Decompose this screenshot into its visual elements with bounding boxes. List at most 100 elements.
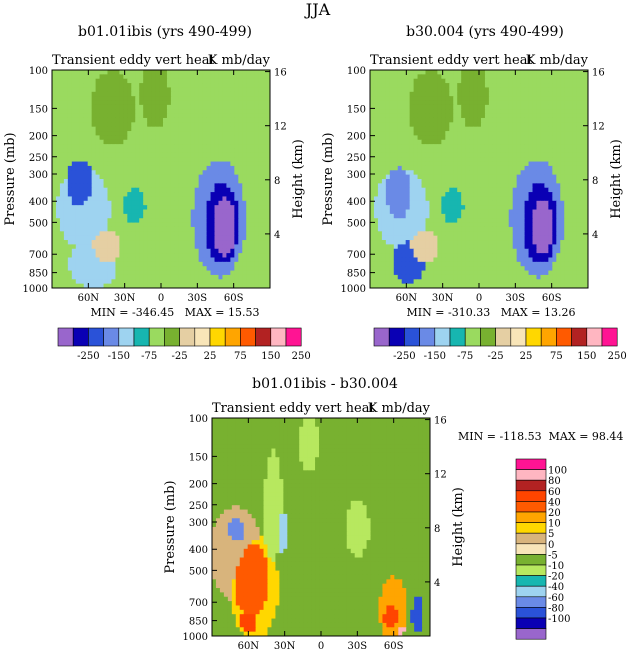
field-cell — [162, 139, 168, 145]
field-cell — [83, 270, 89, 276]
field-cell — [528, 96, 534, 102]
field-cell — [99, 213, 105, 219]
field-cell — [143, 100, 148, 106]
field-cell — [99, 200, 105, 206]
field-cell — [234, 148, 239, 154]
field-cell — [127, 240, 132, 245]
field-cell — [246, 91, 251, 97]
field-cell — [111, 244, 116, 250]
field-cell — [413, 148, 419, 154]
field-cell — [162, 104, 168, 110]
field-cell — [127, 283, 132, 289]
field-cell — [103, 113, 108, 119]
field-cell — [453, 117, 458, 123]
field-cell — [198, 126, 204, 132]
field-cell — [59, 218, 65, 224]
field-cell — [238, 261, 243, 267]
colorbar-swatch — [285, 327, 302, 347]
field-cell — [258, 187, 263, 193]
field-cell — [246, 83, 251, 88]
field-cell — [536, 187, 541, 193]
field-cell — [135, 244, 140, 250]
field-cell — [512, 139, 518, 145]
field-cell — [397, 91, 403, 97]
field-cell — [484, 187, 490, 193]
field-cell — [214, 148, 219, 154]
field-cell — [496, 183, 502, 189]
field-cell — [520, 117, 526, 123]
field-cell — [218, 279, 223, 285]
field-cell — [496, 200, 502, 206]
field-cell — [385, 91, 391, 97]
field-cell — [135, 100, 140, 106]
field-cell — [147, 83, 152, 88]
field-cell — [178, 231, 184, 237]
field-cell — [469, 96, 474, 102]
field-cell — [488, 70, 494, 75]
field-cell — [413, 200, 419, 206]
field-cell — [457, 122, 462, 128]
field-cell — [246, 135, 251, 141]
field-cell — [83, 240, 89, 245]
field-cell — [190, 126, 196, 132]
field-cell — [413, 96, 419, 102]
field-cell — [540, 157, 545, 163]
y2-tick-label: 16 — [274, 68, 287, 79]
field-cell — [469, 222, 474, 228]
field-cell — [500, 96, 506, 102]
field-cell — [568, 100, 573, 106]
field-cell — [127, 144, 132, 149]
field-cell — [370, 174, 375, 180]
field-cell — [516, 152, 522, 158]
field-cell — [389, 74, 395, 80]
field-cell — [55, 235, 61, 241]
field-cell — [425, 165, 430, 171]
field-cell — [139, 279, 144, 285]
field-cell — [107, 218, 112, 224]
field-cell — [111, 109, 116, 115]
field-cell — [413, 152, 419, 158]
field-cell — [504, 104, 510, 110]
field-cell — [143, 74, 148, 80]
field-cell — [254, 152, 259, 158]
field-cell — [445, 218, 450, 224]
field-cell — [258, 144, 263, 149]
field-cell — [143, 274, 148, 280]
field-cell — [540, 135, 545, 141]
field-cell — [453, 170, 458, 176]
field-cell — [151, 100, 156, 106]
field-cell — [397, 192, 403, 197]
field-cell — [385, 179, 391, 184]
field-cell — [206, 205, 212, 211]
field-cell — [202, 87, 208, 93]
field-cell — [465, 157, 470, 163]
field-cell — [437, 183, 442, 189]
field-cell — [425, 87, 430, 93]
field-cell — [576, 200, 581, 206]
field-cell — [437, 165, 442, 171]
field-cell — [238, 187, 243, 193]
field-cell — [103, 148, 108, 154]
field-cell — [166, 192, 172, 197]
field-cell — [508, 157, 514, 163]
field-cell — [421, 104, 426, 110]
field-cell — [405, 91, 411, 97]
field-cell — [389, 83, 395, 88]
field-cell — [417, 222, 423, 228]
field-cell — [206, 87, 212, 93]
field-cell — [230, 205, 235, 211]
field-cell — [469, 87, 474, 93]
field-cell — [127, 196, 132, 202]
field-cell — [504, 174, 510, 180]
field-cell — [473, 96, 478, 102]
field-cell — [87, 139, 93, 145]
field-cell — [95, 174, 101, 180]
field-cell — [131, 126, 136, 132]
field-cell — [131, 117, 136, 123]
field-cell — [576, 70, 581, 75]
field-cell — [445, 205, 450, 211]
field-cell — [477, 213, 482, 219]
field-cell — [147, 161, 152, 167]
field-cell — [115, 131, 120, 136]
field-cell — [210, 83, 216, 88]
